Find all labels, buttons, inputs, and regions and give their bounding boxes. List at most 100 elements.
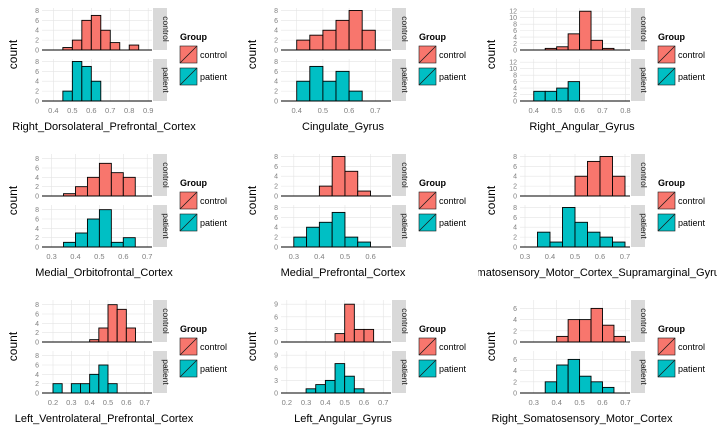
x-axis-title: Medial_Prefrontal_Cortex (281, 267, 406, 279)
y-tick-label: 0 (274, 340, 278, 347)
y-axis-title: count (6, 39, 20, 69)
x-tick-label: 0.5 (340, 252, 350, 261)
histogram-panel: 0 2 4 6 8 control 0 2 4 6 8 patient 0.3 0.4 0.5 0.6 0.7 L… (478, 154, 717, 279)
y-tick-label: 2 (35, 330, 39, 337)
y-tick-label: 2 (35, 38, 39, 45)
x-tick-label: 0.5 (551, 106, 561, 115)
y-tick-label: 8 (274, 205, 278, 212)
y-tick-label: 0 (513, 245, 517, 252)
y-tick-label: 0 (513, 194, 517, 201)
y-tick-label: 2 (513, 379, 517, 386)
x-tick-label: 0.2 (48, 398, 58, 407)
legend-title: Group (658, 324, 685, 334)
legend-label-control: control (200, 342, 227, 352)
legend-key-slash (657, 359, 676, 378)
facet-strip (153, 351, 167, 393)
x-tick-label: 0.3 (46, 252, 56, 261)
legend-key-slash (179, 359, 198, 378)
histogram-bar-patient (612, 241, 626, 248)
legend-label-patient: patient (439, 364, 467, 374)
y-tick-label: 0 (274, 245, 278, 252)
histogram-bar-control (331, 156, 346, 197)
x-tick-label: 0.7 (378, 398, 388, 407)
legend-label-patient: patient (200, 72, 228, 82)
y-tick-label: 8 (35, 302, 39, 309)
legend-key-slash (657, 191, 676, 210)
histogram-bar-control (348, 10, 363, 51)
y-tick-label: 3 (274, 378, 278, 385)
histogram-bar-control (116, 308, 127, 343)
histogram-bar-patient (334, 363, 346, 394)
y-tick-label: 6 (35, 363, 39, 370)
y-tick-label: 6 (274, 69, 278, 76)
histogram-bar-control (579, 319, 592, 343)
histogram-bar-control (90, 14, 102, 51)
facet-strip-label: patient (639, 213, 649, 239)
y-tick-label: 0 (35, 194, 39, 201)
histogram-bar-patient (567, 358, 581, 394)
histogram-bar-patient (602, 386, 615, 394)
histogram-bar-patient (306, 226, 320, 248)
y-tick-label: 6 (513, 215, 517, 222)
histogram-bar-patient (556, 364, 569, 394)
y-tick-label: 6 (35, 69, 39, 76)
x-tick-label: 0.5 (103, 398, 113, 407)
legend-key-slash (657, 67, 676, 86)
facet-strip-label: patient (639, 359, 649, 385)
y-tick-label: 6 (35, 217, 39, 224)
y-tick-label: 6 (274, 365, 278, 372)
histogram-bar-control (612, 175, 626, 197)
histogram-bar-control (344, 303, 355, 343)
histogram-bar-control (556, 335, 569, 343)
histogram-bar-patient (562, 207, 576, 248)
histogram-bar-patient (98, 364, 109, 394)
histogram-bar-control (100, 29, 111, 51)
histogram-bar-control (590, 307, 603, 343)
y-tick-label: 6 (513, 28, 517, 35)
histogram-bar-control (599, 156, 613, 197)
x-axis-title: Left_Somatosensory_Motor_Cortex_Supramar… (478, 267, 717, 279)
histogram-bar-patient (344, 236, 359, 248)
histogram-bar-patient (296, 80, 311, 102)
legend-key-slash (418, 45, 437, 64)
y-tick-label: 0 (513, 340, 517, 347)
y-tick-label: 8 (35, 156, 39, 163)
y-tick-label: 0 (35, 48, 39, 55)
facet-strip (631, 205, 645, 247)
histogram-bar-patient (544, 381, 558, 394)
y-tick-label: 6 (513, 79, 517, 86)
x-axis-title: Left_Angular_Gyrus (294, 413, 392, 425)
x-axis-title: Right_Angular_Gyrus (529, 121, 635, 133)
y-axis-title: count (484, 39, 498, 69)
facet-strip (631, 59, 645, 101)
legend-key-slash (657, 213, 676, 232)
legend-label-control: control (678, 196, 705, 206)
x-tick-label: 0.4 (551, 398, 561, 407)
x-tick-label: 0.6 (118, 252, 128, 261)
y-tick-label: 2 (513, 235, 517, 242)
histogram-panel: 0 2 4 6 8 control 0 2 4 6 8 patient 0.2 0.3 0.4 0.5 0.6 0… (6, 300, 228, 425)
legend-title: Group (419, 324, 446, 334)
y-tick-label: 4 (274, 79, 278, 86)
histogram-bar-control (567, 319, 581, 343)
y-tick-label: 12 (509, 60, 517, 67)
facet-strip-label: control (161, 16, 171, 42)
y-tick-label: 6 (513, 306, 517, 313)
y-tick-label: 10 (509, 66, 517, 73)
y-tick-label: 4 (513, 317, 517, 324)
legend-title: Group (419, 32, 446, 42)
histogram-bar-control (125, 327, 136, 343)
x-tick-label: 0.5 (318, 106, 328, 115)
facet-strip-label: control (400, 308, 410, 334)
x-tick-label: 0.7 (105, 106, 115, 115)
y-tick-label: 0 (513, 48, 517, 55)
histogram-bar-control (318, 185, 333, 197)
y-tick-label: 6 (513, 357, 517, 364)
x-tick-label: 0.4 (314, 252, 324, 261)
histogram-bar-patient (537, 231, 551, 248)
y-tick-label: 6 (35, 166, 39, 173)
x-tick-label: 0.4 (320, 398, 330, 407)
y-tick-label: 12 (509, 9, 517, 16)
y-tick-label: 6 (513, 164, 517, 171)
